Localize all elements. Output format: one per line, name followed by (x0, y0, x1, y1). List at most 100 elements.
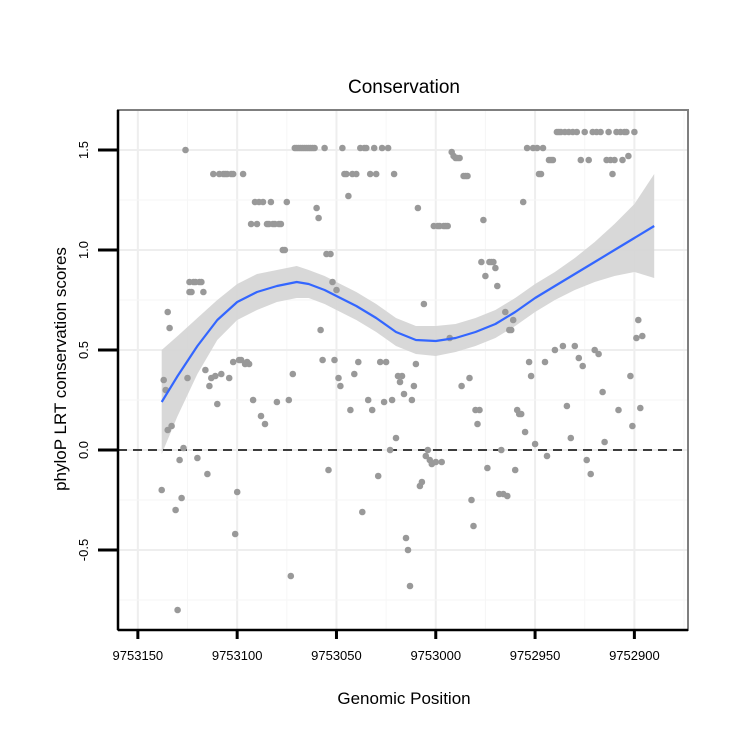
data-point (335, 374, 342, 382)
data-point (396, 378, 404, 386)
data-point (311, 144, 318, 152)
data-point (261, 420, 269, 428)
data-point (245, 360, 253, 368)
data-point (490, 258, 497, 266)
data-point (204, 470, 211, 478)
data-point (202, 366, 209, 374)
data-point (400, 390, 408, 398)
data-point (468, 496, 475, 504)
data-point (392, 434, 400, 442)
data-point (509, 316, 517, 324)
data-point (498, 446, 505, 454)
data-point (229, 358, 237, 366)
data-point (198, 278, 205, 286)
data-point (168, 422, 175, 430)
data-point (577, 156, 585, 164)
data-point (376, 358, 384, 366)
data-point (212, 372, 219, 380)
data-point (637, 404, 644, 412)
data-point (231, 530, 239, 538)
data-point (287, 572, 295, 580)
data-point (237, 356, 245, 364)
data-point (587, 470, 594, 478)
data-point (635, 316, 642, 324)
data-point (571, 342, 579, 350)
data-point (281, 246, 289, 254)
data-point (521, 428, 529, 436)
data-point (633, 334, 640, 342)
data-point (166, 324, 173, 332)
data-point (253, 220, 261, 228)
data-point (527, 372, 535, 380)
data-point (285, 396, 293, 404)
data-point (412, 360, 420, 368)
data-point (229, 170, 237, 178)
data-point (623, 128, 630, 136)
data-point (388, 396, 396, 404)
data-point (551, 346, 559, 354)
data-point (353, 170, 360, 178)
data-point (494, 282, 501, 290)
data-point (627, 372, 634, 380)
data-point (382, 358, 390, 366)
data-point (470, 522, 477, 530)
data-point (366, 170, 374, 178)
data-point (225, 374, 233, 382)
data-point (585, 156, 592, 164)
data-point (474, 420, 481, 428)
data-point (466, 374, 473, 382)
data-point (480, 216, 487, 224)
data-point (386, 446, 394, 454)
smooth-line (160, 225, 655, 403)
data-point (347, 406, 354, 414)
plot-area (118, 110, 688, 630)
data-point (277, 220, 285, 228)
data-point (283, 198, 291, 206)
data-point (180, 444, 187, 452)
data-point (575, 354, 583, 362)
data-point (327, 250, 334, 258)
data-point (158, 486, 165, 494)
data-point (337, 382, 344, 390)
data-point (172, 506, 179, 514)
data-point (406, 582, 414, 590)
data-point (364, 396, 372, 404)
data-point (595, 350, 602, 358)
data-point (567, 434, 575, 442)
data-point (573, 128, 581, 136)
data-point (543, 452, 551, 460)
data-point (184, 374, 191, 382)
data-point (384, 144, 392, 152)
data-point (317, 326, 324, 334)
data-point (502, 308, 509, 316)
data-point (631, 128, 638, 136)
data-point (611, 156, 618, 164)
data-point (194, 454, 201, 462)
data-point (444, 222, 452, 230)
data-point (422, 452, 430, 460)
data-point (273, 398, 281, 406)
data-point (355, 358, 362, 366)
data-point (563, 402, 571, 410)
y-axis-title: phyloP LRT conservation scores (51, 247, 70, 491)
data-point (504, 492, 511, 500)
data-point (599, 388, 606, 396)
data-point (321, 144, 328, 152)
data-point (410, 382, 418, 390)
data-point (432, 458, 440, 466)
data-point (458, 382, 465, 390)
data-point (492, 264, 499, 272)
data-point (601, 438, 608, 446)
data-point (176, 456, 183, 464)
data-point (639, 332, 646, 340)
data-point (259, 198, 267, 206)
data-point (380, 398, 388, 406)
chart-title: Conservation (348, 77, 460, 98)
data-point (378, 144, 386, 152)
data-point (343, 170, 350, 178)
data-point (408, 396, 416, 404)
data-point (398, 372, 406, 380)
data-point (178, 494, 185, 502)
data-point (418, 478, 426, 486)
